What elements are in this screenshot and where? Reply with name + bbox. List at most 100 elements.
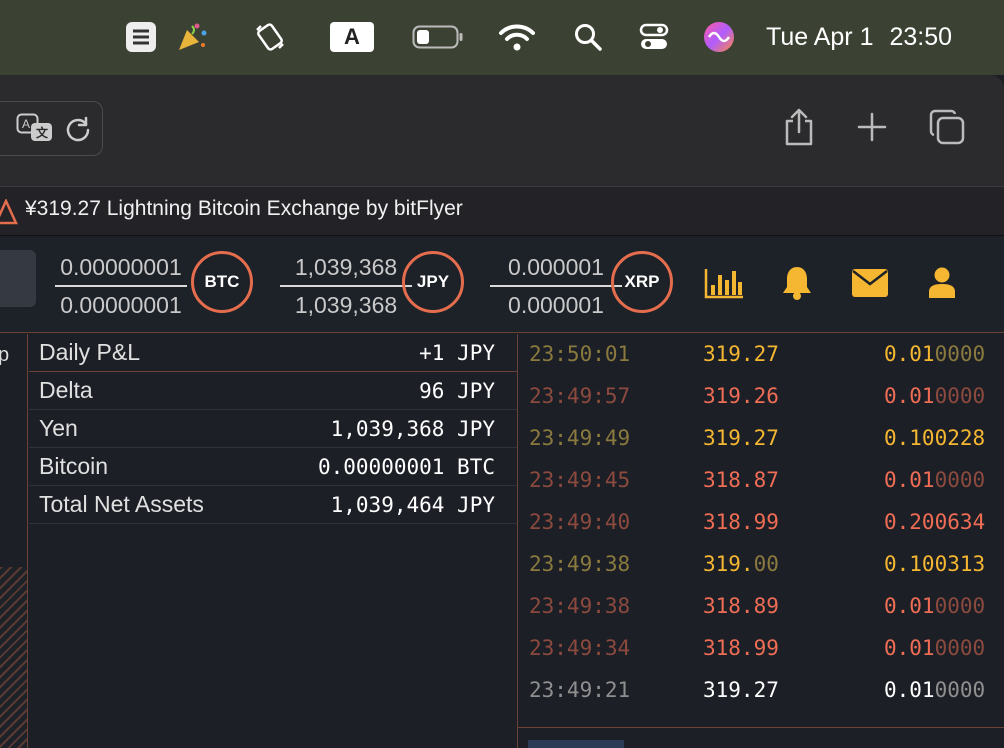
envelope-icon[interactable] — [852, 265, 888, 301]
trade-row: 23:49:57 319.26 0.010000 — [518, 376, 1004, 418]
trade-size: 0.100313 — [884, 552, 986, 576]
side-panel-label: p — [0, 344, 10, 366]
jpy-coin-badge[interactable]: JPY — [402, 251, 464, 313]
party-popper-icon[interactable] — [174, 18, 210, 56]
bell-icon[interactable] — [780, 265, 814, 301]
btc-divider — [55, 285, 187, 287]
spotlight-search-icon[interactable] — [572, 18, 604, 56]
asset-row: Daily P&L +1 JPY — [29, 334, 517, 372]
trade-size: 0.010000 — [884, 636, 986, 660]
thumbnail-image — [528, 740, 624, 748]
trade-time: 23:49:38 — [529, 552, 631, 576]
xrp-divider — [490, 285, 622, 287]
tab-overview-icon[interactable] — [928, 108, 966, 146]
wifi-icon[interactable] — [498, 18, 536, 56]
asset-value: 96 JPY — [419, 378, 495, 403]
siri-icon[interactable] — [702, 18, 736, 56]
trade-price: 318.99 — [703, 636, 779, 660]
trade-price: 318.87 — [703, 468, 779, 492]
keyboard-input-label: A — [330, 22, 374, 52]
trade-size: 0.100228 — [884, 426, 986, 450]
trade-price: 319.26 — [703, 384, 779, 408]
trade-row: 23:49:40 318.99 0.200634 — [518, 502, 1004, 544]
trade-row: 23:49:21 319.27 0.010000 — [518, 670, 1004, 712]
trade-time: 23:49:21 — [529, 678, 631, 702]
menubar-time: 23:50 — [889, 23, 953, 51]
xrp-balance: 0.000001 0.000001 — [490, 251, 622, 321]
trade-row: 23:50:01 319.27 0.010000 — [518, 334, 1004, 376]
trade-size: 0.010000 — [884, 384, 986, 408]
trade-size: 0.010000 — [884, 594, 986, 618]
trade-size: 0.200634 — [884, 510, 986, 534]
trade-price: 319.27 — [703, 426, 779, 450]
macos-menu-bar: A Tue Apr 1 23:50 — [0, 0, 1004, 75]
btc-coin-badge[interactable]: BTC — [191, 251, 253, 313]
panel-divider — [517, 334, 518, 748]
trade-row: 23:49:38 318.89 0.010000 — [518, 586, 1004, 628]
hatched-area — [0, 567, 27, 748]
trade-time: 23:49:45 — [529, 468, 631, 492]
trade-row: 23:49:49 319.27 0.100228 — [518, 418, 1004, 460]
trade-time: 23:50:01 — [529, 342, 631, 366]
bar-chart-icon[interactable] — [704, 265, 744, 301]
asset-value: +1 JPY — [419, 340, 495, 365]
trade-size: 0.010000 — [884, 678, 986, 702]
trade-row: 23:49:45 318.87 0.010000 — [518, 460, 1004, 502]
new-tab-plus-icon[interactable] — [856, 111, 888, 143]
trade-size: 0.010000 — [884, 342, 986, 366]
control-center-icon[interactable] — [638, 18, 670, 56]
bitflyer-favicon-icon — [0, 197, 18, 230]
asset-value: 1,039,464 JPY — [330, 492, 495, 517]
xrp-coin-badge[interactable]: XRP — [611, 251, 673, 313]
trade-time: 23:49:38 — [529, 594, 631, 618]
asset-row: Bitcoin 0.00000001 BTC — [29, 448, 517, 486]
menubar-clock[interactable]: Tue Apr 1 23:50 — [766, 18, 952, 56]
reload-icon[interactable] — [63, 114, 93, 144]
asset-row: Yen 1,039,368 JPY — [29, 410, 517, 448]
asset-label: Total Net Assets — [39, 491, 204, 517]
jpy-available: 1,039,368 — [294, 254, 398, 280]
jpy-divider — [280, 285, 412, 287]
assets-panel: Daily P&L +1 JPY Delta 96 JPY Yen 1,039,… — [29, 334, 517, 524]
trade-price: 319.00 — [703, 552, 779, 576]
trade-time: 23:49:57 — [529, 384, 631, 408]
next-panel-strip — [518, 727, 1004, 748]
active-tab[interactable]: ¥319.27 Lightning Bitcoin Exchange by bi… — [0, 187, 1004, 236]
keyboard-input-icon[interactable]: A — [330, 18, 374, 56]
asset-label: Yen — [39, 415, 78, 441]
menubar-date: Tue Apr 1 — [766, 23, 874, 51]
trade-size: 0.010000 — [884, 468, 986, 492]
trade-price: 318.99 — [703, 510, 779, 534]
side-panel-fragment: p — [0, 334, 28, 748]
display-mirror-icon[interactable] — [252, 18, 288, 56]
trade-price: 319.27 — [703, 678, 779, 702]
asset-value: 0.00000001 BTC — [317, 454, 495, 479]
asset-label: Delta — [39, 377, 93, 403]
trade-row: 23:49:38 319.00 0.100313 — [518, 544, 1004, 586]
asset-label: Daily P&L — [39, 339, 140, 365]
trade-time: 23:49:34 — [529, 636, 631, 660]
tab-title: ¥319.27 Lightning Bitcoin Exchange by bi… — [25, 197, 463, 220]
btc-balance: 0.00000001 0.00000001 — [55, 251, 187, 321]
btc-total: 0.00000001 — [60, 292, 182, 318]
trade-price: 318.89 — [703, 594, 779, 618]
stack-app-icon[interactable] — [124, 18, 158, 56]
trade-row: 23:49:34 318.99 0.010000 — [518, 628, 1004, 670]
battery-icon[interactable] — [412, 18, 464, 56]
asset-label: Bitcoin — [39, 453, 109, 479]
user-icon[interactable] — [928, 265, 956, 301]
menu-button[interactable] — [0, 250, 36, 307]
trade-price: 319.27 — [703, 342, 779, 366]
exchange-header: 0.00000001 0.00000001 BTC 1,039,368 1,03… — [0, 237, 1004, 333]
share-icon[interactable] — [782, 107, 816, 147]
xrp-total: 0.000001 — [508, 292, 604, 318]
trade-time: 23:49:40 — [529, 510, 631, 534]
asset-row: Total Net Assets 1,039,464 JPY — [29, 486, 517, 524]
svg-text:文: 文 — [36, 125, 49, 140]
jpy-total: 1,039,368 — [294, 292, 398, 318]
btc-available: 0.00000001 — [60, 254, 182, 280]
trade-history-panel: 23:50:01 319.27 0.010000 23:49:57 319.26 0.01… — [518, 334, 1004, 712]
